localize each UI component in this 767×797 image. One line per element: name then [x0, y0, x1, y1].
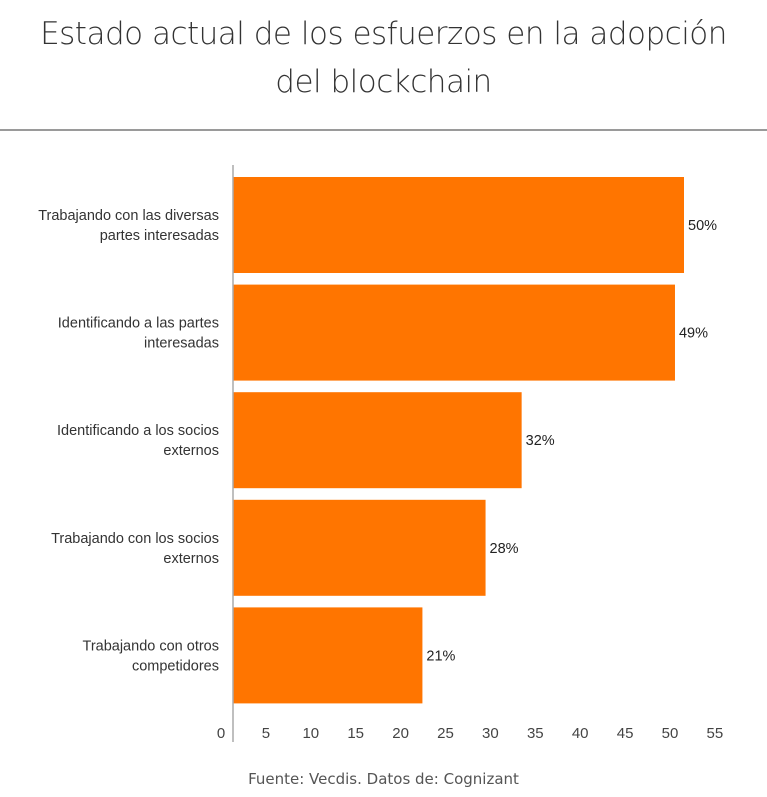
x-tick-label: 45 [617, 725, 634, 742]
chart-title: Estado actual de los esfuerzos en la ado… [0, 10, 767, 106]
category-label: Trabajando con otros [83, 638, 220, 654]
category-label: competidores [132, 658, 219, 674]
category-label: interesadas [144, 336, 219, 352]
title-line-2: del blockchain [275, 64, 492, 100]
category-label: Trabajando con los socios [51, 531, 219, 547]
x-tick-label: 40 [572, 725, 589, 742]
x-tick-label: 20 [392, 725, 409, 742]
data-label: 50% [688, 218, 717, 234]
x-tick-label: 25 [437, 725, 454, 742]
category-label: partes interesadas [100, 228, 219, 244]
bar [233, 177, 684, 273]
category-label: Identificando a las partes [58, 316, 219, 332]
bar [233, 284, 675, 381]
x-tick-label: 50 [662, 725, 679, 742]
title-divider [0, 129, 767, 131]
data-label: 21% [426, 648, 455, 664]
x-tick-label: 30 [482, 725, 499, 742]
category-label: Identificando a los socios [57, 423, 219, 439]
x-tick-label: 15 [347, 725, 364, 742]
x-tick-label: 55 [707, 725, 724, 742]
x-tick-label: 0 [217, 725, 225, 742]
source-note: Fuente: Vecdis. Datos de: Cognizant [248, 770, 519, 788]
data-label: 32% [526, 433, 555, 449]
x-tick-label: 5 [262, 725, 270, 742]
bar-chart: 50% Trabajando con las diversas partes int… [38, 165, 724, 742]
category-label: Trabajando con las diversas [38, 208, 219, 224]
bar [233, 607, 423, 704]
x-tick-label: 35 [527, 725, 544, 742]
data-label: 49% [679, 326, 708, 342]
bar [233, 499, 486, 596]
category-label: externos [163, 443, 219, 459]
x-tick-label: 10 [302, 725, 319, 742]
bar [233, 392, 522, 489]
data-label: 28% [490, 541, 519, 557]
title-line-1: Estado actual de los esfuerzos en la ado… [40, 16, 727, 52]
category-label: externos [163, 551, 219, 567]
